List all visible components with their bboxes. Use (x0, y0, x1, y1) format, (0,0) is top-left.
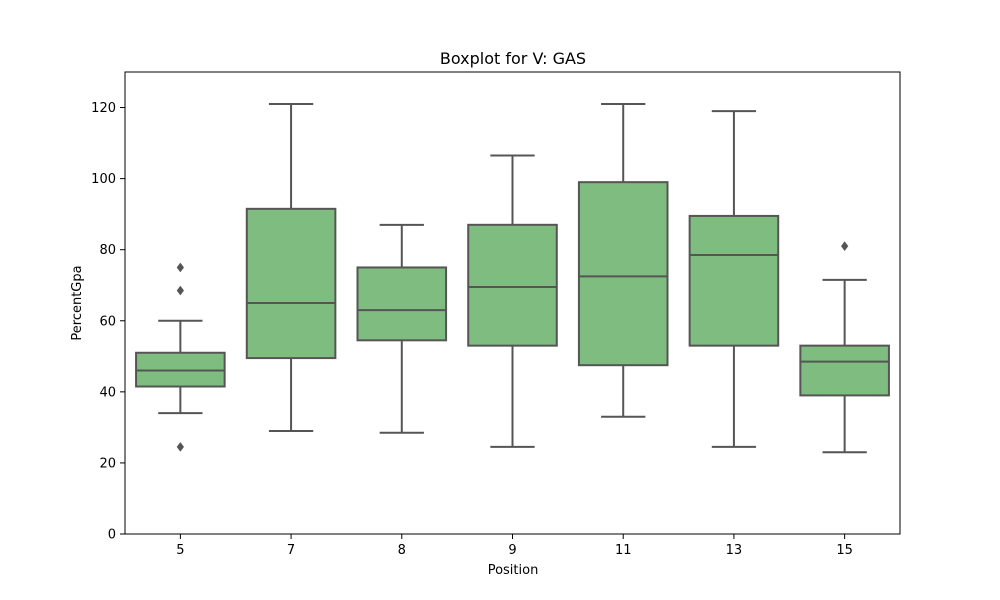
x-tick-label: 9 (508, 543, 516, 558)
x-tick-label: 11 (615, 543, 632, 558)
plot-frame (124, 71, 901, 535)
y-tick-label: 80 (99, 243, 116, 258)
outlier-point (840, 241, 849, 252)
outlier-point (176, 285, 185, 296)
y-tick-label: 60 (99, 314, 116, 329)
outlier-point (176, 442, 185, 452)
x-tick-label: 5 (176, 543, 184, 558)
box-iqr (799, 344, 890, 397)
y-tick-label: 40 (99, 385, 116, 400)
plot-area: 0 20 40 60 80 100 120 5 7 8 9 11 13 15 (91, 101, 890, 558)
box-group-9 (467, 154, 558, 448)
outlier-point (176, 262, 185, 273)
box-group-11 (577, 102, 669, 418)
box-iqr (467, 223, 558, 347)
y-axis-title: PercentGpa (70, 265, 85, 340)
box-group-15 (799, 241, 890, 454)
chart-title: Boxplot for V: GAS (440, 49, 586, 68)
box-group-5 (135, 262, 226, 452)
box-iqr (577, 181, 669, 367)
x-tick-label: 8 (398, 543, 406, 558)
x-tick-label: 13 (726, 543, 743, 558)
box-group-13 (688, 110, 780, 448)
y-tick-label: 20 (99, 456, 116, 471)
y-tick-label: 100 (91, 172, 116, 187)
x-axis-title: Position (488, 563, 539, 578)
box-iqr (245, 207, 337, 360)
x-tick-label: 7 (287, 543, 295, 558)
x-tick-label: 15 (836, 543, 853, 558)
box-iqr (688, 214, 780, 347)
box-group-7 (245, 102, 337, 432)
y-tick-label: 0 (108, 528, 116, 543)
y-tick-label: 120 (91, 101, 116, 116)
box-group-8 (356, 223, 448, 434)
box-iqr (356, 266, 448, 342)
